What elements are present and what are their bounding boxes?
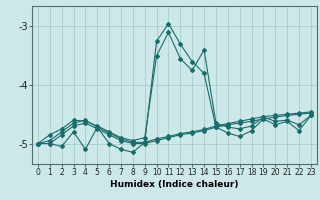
- X-axis label: Humidex (Indice chaleur): Humidex (Indice chaleur): [110, 180, 239, 189]
